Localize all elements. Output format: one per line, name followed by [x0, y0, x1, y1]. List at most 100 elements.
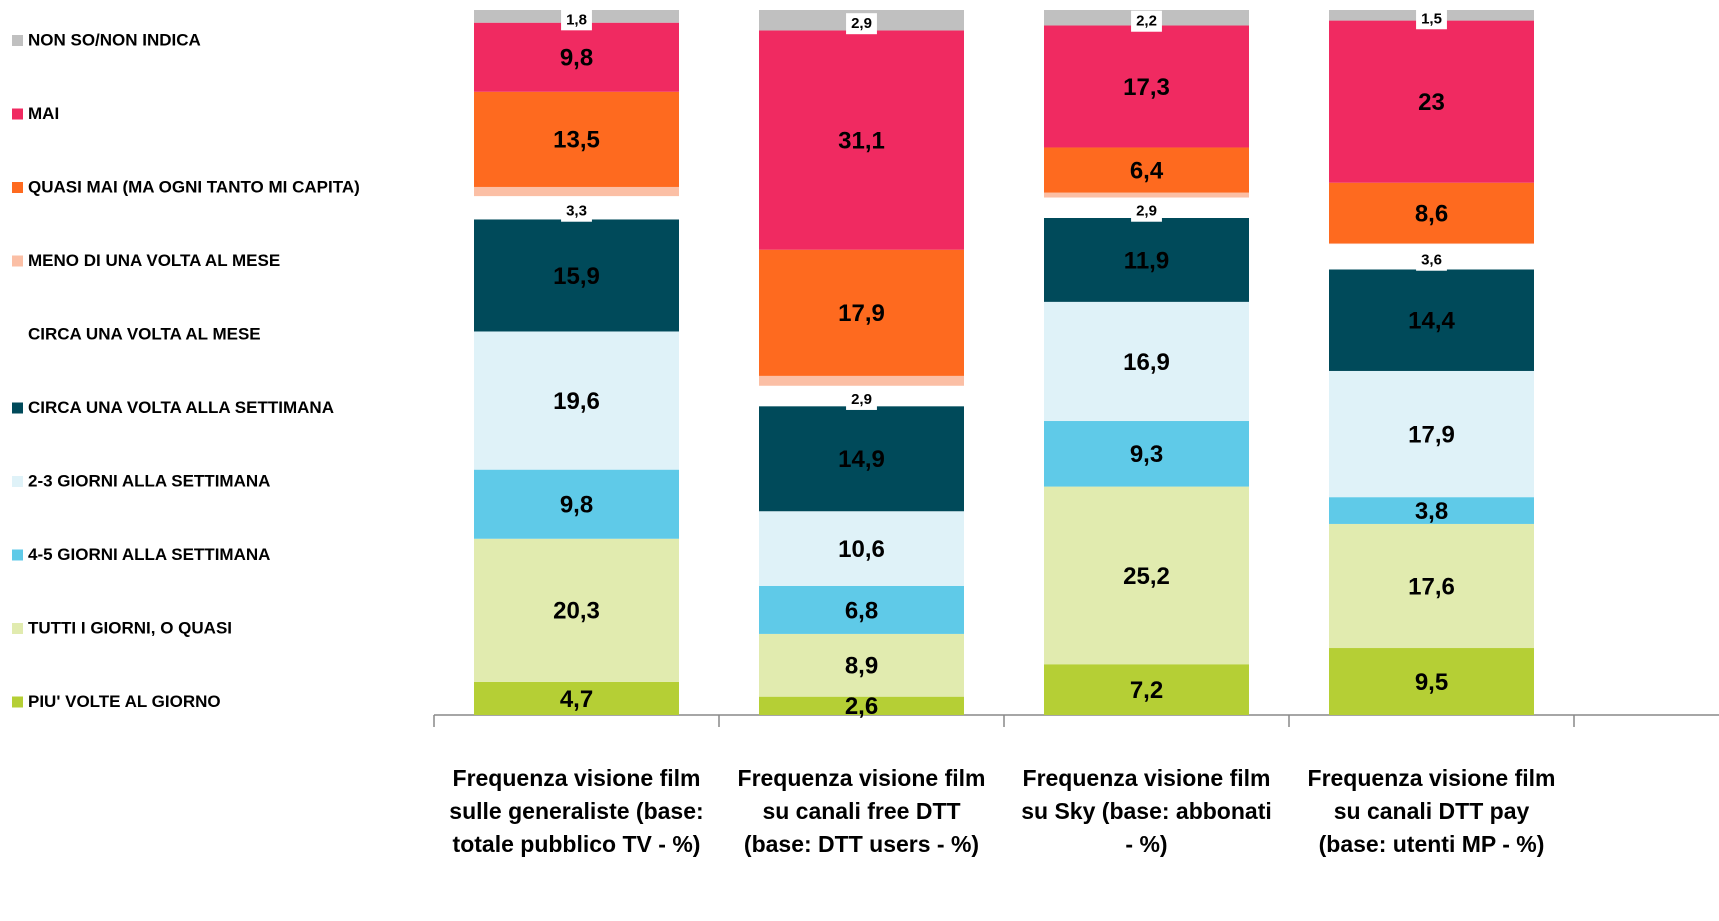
value-label: 6,8	[845, 597, 878, 624]
legend-label: PIU' VOLTE AL GIORNO	[28, 692, 221, 711]
value-label-box	[1416, 249, 1447, 271]
legend-label: MENO DI UNA VOLTA AL MESE	[28, 251, 280, 270]
legend-swatch	[12, 108, 23, 120]
value-label-box	[561, 200, 592, 222]
x-tick-label: Frequenza visione film	[1023, 765, 1271, 791]
bar-segment	[1329, 523, 1534, 649]
bar-segment	[474, 469, 679, 539]
legend-swatch	[12, 35, 23, 46]
bar-segment	[474, 91, 679, 187]
x-tick-label: su Sky (base: abbonati	[1021, 798, 1272, 824]
bar-segment	[474, 331, 679, 470]
bar-segment	[1329, 370, 1534, 498]
bar-segment	[474, 219, 679, 332]
bar-segment	[759, 633, 964, 697]
value-label: 14,9	[838, 446, 885, 473]
value-label: 2,9	[851, 15, 872, 32]
bar-segment	[759, 511, 964, 586]
legend-swatch	[12, 476, 23, 487]
bar-segment	[759, 696, 964, 715]
value-label: 9,5	[1415, 669, 1448, 696]
bar-segment	[1044, 192, 1249, 198]
value-label: 17,3	[1123, 74, 1170, 101]
legend-swatch	[12, 329, 23, 340]
value-label: 19,6	[553, 388, 600, 415]
value-label: 9,8	[560, 45, 593, 72]
bar-segment	[1044, 421, 1249, 487]
x-tick-label: su canali DTT pay	[1334, 798, 1530, 824]
bar-segment	[474, 538, 679, 682]
bar-segment	[1329, 648, 1534, 715]
x-tick-label: totale pubblico TV - %)	[453, 831, 701, 857]
value-label: 10,6	[838, 536, 885, 563]
value-label: 14,4	[1408, 308, 1455, 335]
value-label: 2,9	[851, 391, 872, 408]
bar-segment	[759, 585, 964, 634]
value-label: 11,9	[1124, 247, 1169, 274]
bar-segment	[759, 406, 964, 512]
value-label: 3,8	[1415, 498, 1448, 525]
x-tick-label: (base: DTT users - %)	[744, 831, 979, 857]
value-label-box	[846, 388, 877, 410]
value-label: 1,8	[566, 11, 587, 28]
value-label: 3,6	[1421, 252, 1442, 269]
x-tick-label: sulle generaliste (base:	[449, 798, 703, 824]
x-tick-label: - %)	[1125, 831, 1167, 857]
value-label: 15,9	[553, 263, 600, 290]
bar-segment	[1044, 301, 1249, 422]
value-label: 7,2	[1130, 677, 1163, 704]
legend-swatch	[12, 696, 23, 708]
legend-label: CIRCA UNA VOLTA ALLA SETTIMANA	[28, 398, 334, 417]
value-label-box	[1131, 200, 1162, 222]
x-tick-label: Frequenza visione film	[1308, 765, 1556, 791]
bar-segment	[1329, 497, 1534, 524]
value-label: 4,7	[560, 686, 593, 713]
value-label-box	[1416, 8, 1447, 30]
bar-segment	[1044, 664, 1249, 715]
value-label: 31,1	[838, 127, 885, 154]
value-label: 2,9	[1136, 203, 1157, 220]
value-label: 17,9	[1408, 421, 1455, 448]
value-label: 2,6	[845, 693, 878, 720]
legend-label: 4-5 GIORNI ALLA SETTIMANA	[28, 545, 270, 564]
bar-segment	[1329, 243, 1534, 245]
bar-segment	[1044, 217, 1249, 302]
x-tick-label: Frequenza visione film	[453, 765, 701, 791]
legend-swatch	[12, 182, 23, 193]
x-tick-label: (base: utenti MP - %)	[1319, 831, 1545, 857]
value-label-box	[1131, 10, 1162, 32]
value-label: 16,9	[1123, 349, 1170, 376]
value-label: 3,3	[566, 203, 587, 220]
bar-segment	[1329, 20, 1534, 183]
value-label: 25,2	[1123, 563, 1170, 590]
legend-swatch	[12, 255, 23, 267]
value-label: 20,3	[553, 598, 600, 625]
bar-segment	[759, 375, 964, 386]
legend-label: CIRCA UNA VOLTA AL MESE	[28, 324, 261, 343]
legend-label: MAI	[28, 104, 59, 123]
legend-label: QUASI MAI (MA OGNI TANTO MI CAPITA)	[28, 177, 360, 196]
x-tick-label: su canali free DTT	[762, 798, 960, 824]
value-label: 8,6	[1415, 200, 1448, 227]
legend-swatch	[12, 623, 23, 634]
legend-label: 2-3 GIORNI ALLA SETTIMANA	[28, 471, 270, 490]
value-label: 13,5	[553, 127, 600, 154]
bar-segment	[1044, 486, 1249, 665]
legend-label: NON SO/NON INDICA	[28, 30, 201, 49]
value-label-box	[846, 13, 877, 35]
legend-swatch	[12, 549, 23, 561]
value-label-box	[561, 9, 592, 31]
bar-segment	[1329, 182, 1534, 244]
value-label: 6,4	[1130, 157, 1164, 184]
value-label: 2,2	[1136, 13, 1157, 30]
bar-segment	[474, 22, 679, 92]
value-label: 8,9	[845, 653, 878, 680]
value-label: 23	[1418, 89, 1445, 116]
value-label: 17,6	[1408, 573, 1455, 600]
bar-segment	[1044, 25, 1249, 148]
x-tick-label: Frequenza visione film	[738, 765, 986, 791]
bar-segment	[1329, 269, 1534, 371]
value-label: 17,9	[838, 300, 885, 327]
bar-segment	[474, 681, 679, 715]
